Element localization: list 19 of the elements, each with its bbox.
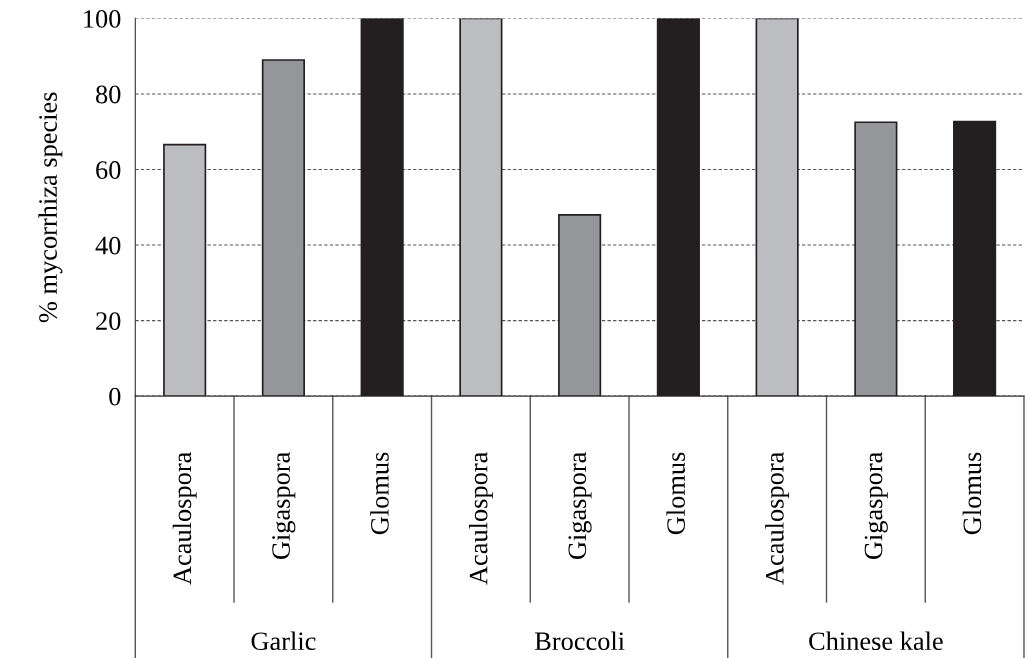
- x-tick-label: Glomus: [370, 452, 389, 535]
- x-tick-label: Acaulospora: [765, 452, 790, 585]
- text: Garlic: [251, 631, 316, 651]
- text: Chinese kale: [809, 631, 943, 651]
- text: Broccoli: [534, 631, 625, 651]
- y-tick-label: 40: [95, 236, 121, 255]
- x-tick-label: Acaulospora: [468, 452, 493, 585]
- y-tick-label: 100: [84, 10, 121, 28]
- y-tick-label: 60: [96, 161, 121, 179]
- x-tick-label: Glomus: [666, 452, 685, 535]
- x-tick-label: Glomus: [962, 452, 982, 535]
- x-tick-label: Gigaspora: [864, 452, 888, 560]
- y-tick-label: 20: [96, 312, 121, 330]
- y-axis-title: % mycorrhiza species: [38, 92, 63, 323]
- y-tick-label: 80: [96, 85, 121, 104]
- x-tick-label: Gigaspora: [272, 452, 296, 560]
- x-tick-label: Gigaspora: [568, 452, 592, 560]
- y-tick-label: 0: [109, 387, 121, 406]
- x-tick-label: Acaulospora: [172, 452, 197, 585]
